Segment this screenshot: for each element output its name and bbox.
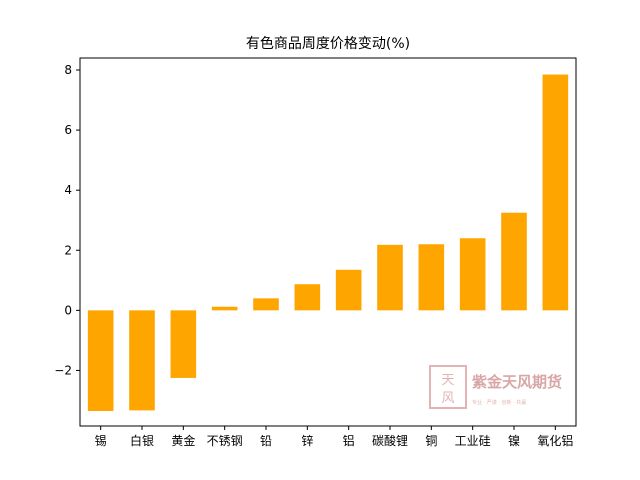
x-tick-label: 铜 <box>425 433 437 448</box>
y-axis: −2 0 2 4 6 8 <box>54 63 80 377</box>
bar-12 <box>542 74 569 311</box>
bar-4 <box>211 306 238 311</box>
x-tick-label: 碳酸锂 <box>372 433 408 448</box>
y-tick-label: −2 <box>54 363 72 377</box>
bar-2 <box>129 310 155 411</box>
bar-10 <box>459 238 486 311</box>
watermark-seal-char-2: 风 <box>441 391 454 406</box>
y-tick-label: 2 <box>64 243 72 257</box>
bar-1 <box>87 310 114 411</box>
watermark-subtext: 专业 · 严谨 · 创新 · 共赢 <box>472 399 526 406</box>
bar-11 <box>501 212 527 311</box>
bar-8 <box>377 244 403 311</box>
watermark-seal-icon: 天 风 <box>429 365 467 409</box>
x-tick-label: 镍 <box>508 434 520 448</box>
x-tick-label: 锡 <box>95 433 107 448</box>
bar-3 <box>170 310 197 378</box>
y-tick-label: 4 <box>64 183 72 197</box>
x-tick-label: 不锈钢 <box>207 434 243 448</box>
plot-frame <box>79 57 577 427</box>
x-tick-label: 锌 <box>301 434 313 448</box>
bar-7 <box>335 269 362 311</box>
bar-9 <box>418 244 445 311</box>
y-tick-label: 6 <box>64 123 72 137</box>
chart-title: 有色商品周度价格变动(%) <box>246 35 410 52</box>
x-tick-label: 铅 <box>260 434 272 448</box>
watermark-text: 紫金天风期货 <box>472 373 562 391</box>
bar-5 <box>253 298 279 311</box>
bars-group <box>87 74 569 411</box>
x-tick-label: 工业硅 <box>455 434 491 448</box>
watermark-seal-char-1: 天 <box>441 373 454 388</box>
watermark: 天 风 紫金天风期货 专业 · 严谨 · 创新 · 共赢 <box>429 365 562 409</box>
x-tick-label: 黄金 <box>171 433 195 448</box>
y-tick-label: 8 <box>64 63 72 77</box>
x-axis: 锡 白银 黄金 不锈钢 铅 锌 铝 碳酸锂 铜 工业硅 镍 氧化铝 <box>95 426 573 448</box>
bar-6 <box>294 284 321 311</box>
x-tick-label: 铝 <box>343 433 355 448</box>
x-tick-label: 氧化铝 <box>537 433 573 448</box>
x-tick-label: 白银 <box>130 433 154 448</box>
y-tick-label: 0 <box>64 303 72 317</box>
